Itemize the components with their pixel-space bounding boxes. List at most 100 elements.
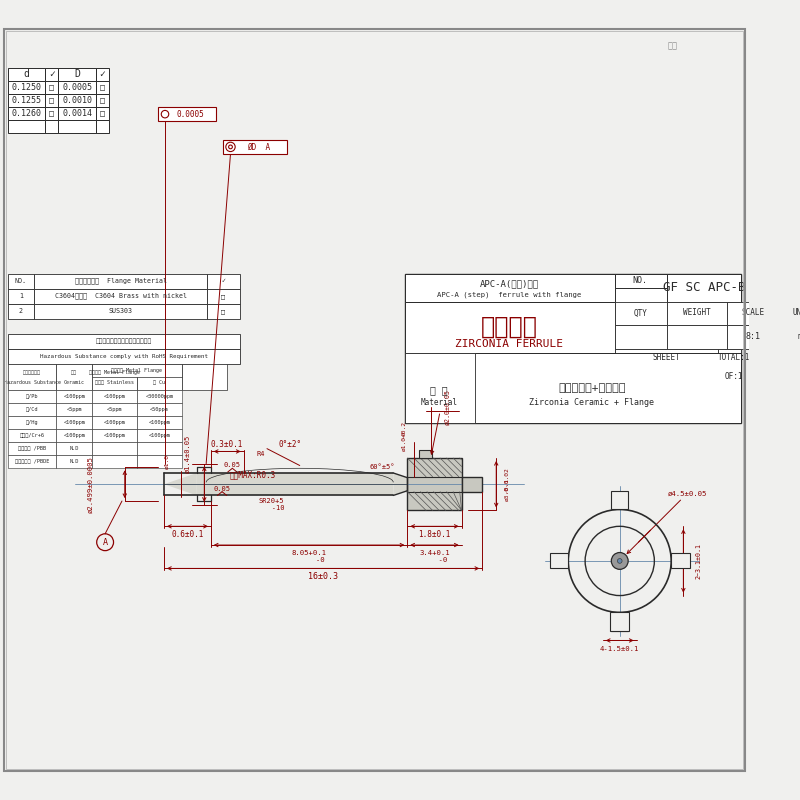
Bar: [137, 363, 182, 390]
Text: 需注: 需注: [667, 42, 677, 51]
Text: ø2.499±0.0005: ø2.499±0.0005: [87, 456, 93, 513]
Bar: [615, 302, 666, 325]
Text: -0: -0: [402, 432, 407, 458]
Text: C3604钓镀镇  C3604 Brass with nickel: C3604钓镀镇 C3604 Brass with nickel: [54, 293, 186, 299]
Text: APC-A (step)  ferrule with flange: APC-A (step) ferrule with flange: [437, 291, 582, 298]
Text: D: D: [74, 70, 80, 79]
Text: Ceramic: Ceramic: [64, 380, 85, 385]
Text: 池/Cd: 池/Cd: [26, 407, 38, 412]
Text: ✓: ✓: [49, 70, 54, 79]
Text: Hazardous Substance comply with RoHS Requirement: Hazardous Substance comply with RoHS Req…: [40, 354, 208, 358]
Bar: [137, 416, 182, 429]
Bar: [137, 442, 182, 455]
Bar: [58, 107, 96, 120]
Text: 0.0014: 0.0014: [62, 109, 92, 118]
Bar: [8, 107, 46, 120]
Bar: [405, 354, 742, 423]
Bar: [137, 429, 182, 442]
Text: 金属尾座材质  Flange Material: 金属尾座材质 Flange Material: [74, 278, 166, 285]
Bar: [405, 354, 474, 423]
Bar: [96, 120, 109, 134]
Bar: [615, 274, 666, 288]
Text: Material: Material: [421, 398, 458, 407]
Text: 六价钓/Cr+6: 六价钓/Cr+6: [20, 433, 45, 438]
Text: mm: mm: [797, 332, 800, 341]
Text: SCALE: SCALE: [742, 309, 765, 318]
Bar: [462, 477, 482, 492]
Bar: [92, 416, 137, 429]
Text: ø1.0: ø1.0: [164, 454, 170, 470]
Bar: [8, 349, 240, 363]
Text: 有害物质名称: 有害物质名称: [23, 370, 41, 375]
Text: □: □: [50, 109, 54, 118]
Text: 16±0.3: 16±0.3: [308, 572, 338, 582]
Bar: [92, 442, 137, 455]
Text: ø3.0-0.02: ø3.0-0.02: [505, 467, 510, 501]
Bar: [8, 455, 57, 468]
Text: 汞/Hg: 汞/Hg: [26, 420, 38, 425]
Bar: [57, 363, 92, 390]
Text: ø1.0+0.2: ø1.0+0.2: [402, 421, 407, 450]
Text: UNIT: UNIT: [793, 309, 800, 318]
Text: 0.0010: 0.0010: [62, 96, 92, 105]
Text: 2~3.1±0.1: 2~3.1±0.1: [695, 543, 702, 579]
Text: -10: -10: [259, 505, 285, 510]
Bar: [405, 274, 742, 423]
Bar: [8, 68, 46, 81]
Polygon shape: [394, 473, 407, 495]
Bar: [610, 612, 629, 631]
Text: 0.1260: 0.1260: [11, 109, 42, 118]
Text: 陶瓷插芯的环境有害物质含量要求: 陶瓷插芯的环境有害物质含量要求: [96, 338, 152, 344]
Text: <100ppm: <100ppm: [103, 394, 126, 398]
Bar: [57, 429, 92, 442]
Bar: [46, 68, 58, 81]
Text: 氪化锡陶瓷+金属尾座: 氪化锡陶瓷+金属尾座: [558, 383, 626, 393]
Text: 4-1.5±0.1: 4-1.5±0.1: [600, 646, 639, 652]
Text: <50ppm: <50ppm: [150, 407, 169, 412]
Bar: [666, 325, 727, 349]
Bar: [8, 289, 34, 304]
Text: NO.: NO.: [15, 278, 27, 284]
Bar: [57, 390, 92, 403]
Bar: [207, 304, 240, 318]
Text: QTY: QTY: [634, 309, 648, 318]
Bar: [8, 429, 57, 442]
Text: 圆角MAX:R0.3: 圆角MAX:R0.3: [230, 470, 276, 479]
Bar: [92, 390, 137, 403]
Bar: [8, 416, 57, 429]
Bar: [46, 120, 58, 134]
Bar: [666, 274, 742, 302]
Text: 0.3±0.1: 0.3±0.1: [210, 441, 243, 450]
Bar: [671, 554, 690, 569]
Text: 多渴联苯醚 /PBDE: 多渴联苯醚 /PBDE: [15, 459, 50, 464]
Bar: [8, 442, 57, 455]
Text: <100ppm: <100ppm: [149, 420, 170, 425]
Bar: [92, 403, 137, 416]
Text: ø4.5±0.05: ø4.5±0.05: [667, 490, 706, 497]
Bar: [8, 334, 240, 349]
Bar: [46, 107, 58, 120]
Bar: [418, 450, 432, 458]
Text: NO.: NO.: [633, 276, 648, 285]
Bar: [405, 302, 615, 354]
Text: □: □: [222, 293, 226, 299]
Text: d: d: [23, 70, 30, 79]
Text: GF SC APC-B: GF SC APC-B: [662, 282, 745, 294]
Text: APC-A(台阶)带座: APC-A(台阶)带座: [480, 279, 539, 289]
Text: TOTAL:1: TOTAL:1: [718, 354, 750, 362]
Text: 8.05+0.1: 8.05+0.1: [291, 550, 326, 557]
Text: ØD  A: ØD A: [247, 142, 270, 151]
Bar: [92, 363, 182, 377]
Text: 材 质: 材 质: [430, 386, 448, 396]
Text: <100ppm: <100ppm: [103, 433, 126, 438]
Bar: [8, 81, 46, 94]
Bar: [58, 94, 96, 107]
Text: 金属尾座 Metal Flange: 金属尾座 Metal Flange: [111, 367, 162, 373]
Text: Hazardous Substance: Hazardous Substance: [4, 380, 61, 385]
Text: -0.1: -0.1: [505, 478, 510, 509]
Text: 8:1: 8:1: [746, 332, 761, 341]
Bar: [611, 612, 628, 631]
Text: □: □: [100, 109, 105, 118]
Bar: [207, 289, 240, 304]
Bar: [96, 94, 109, 107]
